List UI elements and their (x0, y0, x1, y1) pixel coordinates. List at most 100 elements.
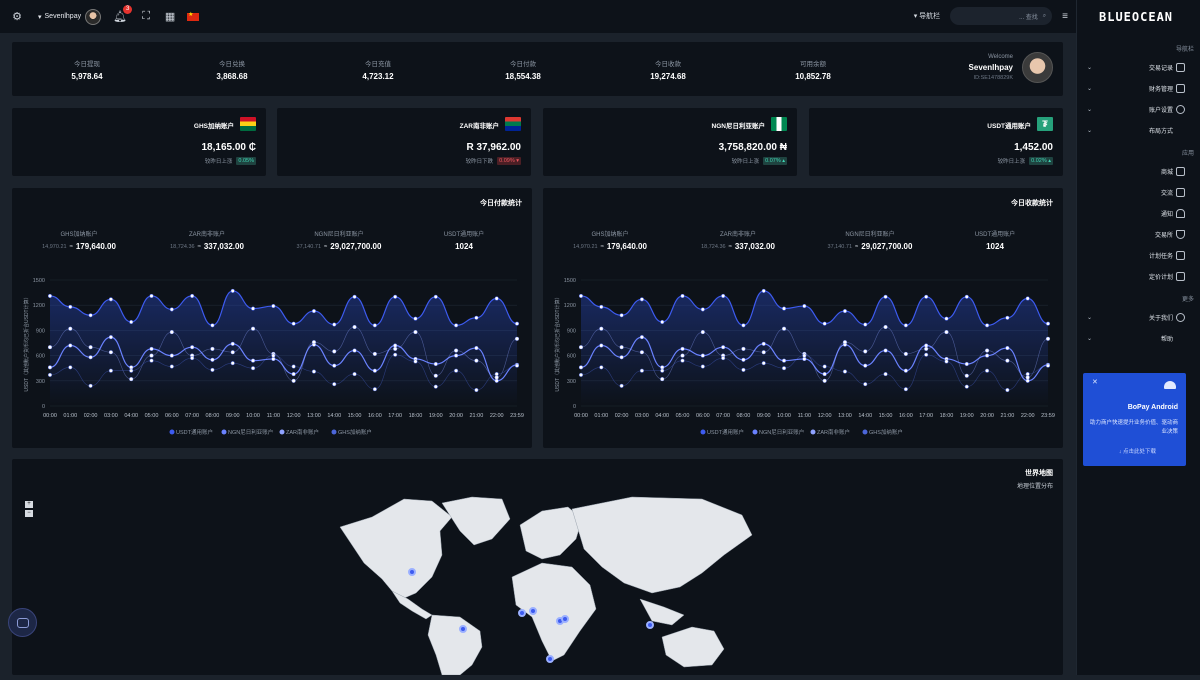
fullscreen-icon[interactable]: ⛶ (142, 10, 150, 22)
data-point (944, 316, 949, 321)
account-card-ghs[interactable]: GHS加纳账户 18,165.00 ₵ 较昨日上涨 0.05% (12, 108, 266, 176)
data-point (1005, 345, 1010, 351)
data-point (761, 341, 766, 346)
hamburger-menu-icon[interactable]: ≡ (1062, 10, 1068, 22)
data-point (903, 387, 908, 392)
stat-receipt: 今日收款 19,274.68 (650, 61, 686, 81)
series-line (580, 336, 1049, 382)
data-point (903, 351, 908, 356)
account-card-ngn[interactable]: NGN尼日利亚账户 3,758,820.00 ₦ 较昨日上涨 0.07% ▴ (543, 108, 797, 176)
user-avatar[interactable] (1022, 52, 1053, 83)
series-line (49, 326, 518, 382)
data-point (639, 335, 644, 340)
nav-toggle[interactable]: ▾ 导航栏 (913, 13, 941, 20)
sidebar-item-exchange[interactable]: 交易所 (1077, 227, 1200, 241)
stat-payment: 今日付款 18,554.38 (505, 61, 541, 81)
south-africa-flag-icon (505, 117, 521, 131)
sidebar-item-finance[interactable]: ⌄ 财务管理 (1077, 81, 1200, 95)
chat-button[interactable] (8, 608, 37, 637)
map-marker (518, 609, 526, 617)
data-point (47, 365, 53, 370)
data-point (413, 330, 418, 335)
bell-icon[interactable]: 🔔︎ 3 (113, 4, 133, 24)
account-card-zar[interactable]: ZAR南非账户 R 37,962.00 较昨日下跌 0.09% ▾ (277, 108, 531, 176)
data-point (149, 353, 154, 358)
legend-item: ZAR南非账户 (279, 428, 319, 436)
sidebar-item-notifications[interactable]: 通知 (1077, 206, 1200, 220)
x-tick-label: 00:00 (43, 413, 57, 419)
sidebar-item-transactions[interactable]: ⌄ 交易记录 (1077, 60, 1200, 74)
data-point (924, 352, 929, 357)
data-point (108, 368, 113, 373)
x-tick-label: 11:00 (267, 413, 280, 419)
data-point (88, 313, 93, 318)
x-tick-label: 07:00 (716, 413, 730, 419)
data-point (842, 369, 848, 374)
ghana-flag-icon (240, 117, 256, 131)
x-tick-label: 21:00 (470, 413, 484, 419)
sidebar-item-account-settings[interactable]: ⌄ 账户设置 (1077, 102, 1200, 116)
china-flag-icon[interactable] (187, 11, 200, 21)
data-point (660, 368, 665, 373)
download-link[interactable]: ↓ 点击此处下载 (1118, 449, 1156, 455)
sidebar-item-chat[interactable]: 交流 (1077, 185, 1200, 199)
zoom-in-button[interactable]: + (25, 501, 33, 508)
data-point (190, 345, 195, 350)
data-point (372, 368, 377, 373)
data-point (332, 349, 337, 354)
account-card-usdt[interactable]: USDT通用账户 ₮ 1,452.00 较昨日上涨 0.02% ▴ (809, 108, 1063, 176)
data-point (721, 356, 726, 361)
sidebar-item-mall[interactable]: 商城 (1077, 164, 1200, 178)
data-point (924, 294, 929, 299)
sidebar-item-scheduled-tasks[interactable]: 计划任务 (1077, 248, 1200, 262)
data-point (210, 367, 215, 372)
user-menu[interactable]: ▾ Sevenlhpay (38, 8, 102, 25)
sidebar-item-help[interactable]: ⌄ 帮助 (1087, 335, 1173, 343)
data-point (47, 372, 53, 377)
data-point (393, 343, 398, 348)
x-tick-label: 16:00 (368, 413, 382, 419)
sidebar-item-pricing[interactable]: 定价计划 (1077, 269, 1200, 283)
data-point (190, 293, 195, 299)
data-point (210, 346, 215, 351)
top-bar: ⚙ ▾ Sevenlhpay 🔔︎3 ⛶ ▦ ▾ 导航栏 ... 查找⌕ ≡ (0, 0, 1076, 33)
data-point (1005, 358, 1010, 363)
data-point (433, 373, 438, 378)
x-tick-label: 18:00 (940, 413, 954, 419)
sidebar-item-about[interactable]: ⌄ 关于我们 (1077, 310, 1200, 324)
data-point (311, 309, 317, 314)
y-tick-label: 1200 (33, 303, 45, 309)
data-point (433, 384, 438, 389)
brand-logo[interactable]: BLUEOCEAN (1099, 10, 1174, 24)
data-point (68, 326, 73, 331)
data-point (863, 363, 868, 368)
data-point (924, 343, 929, 348)
data-point (514, 321, 520, 326)
data-point (433, 361, 438, 367)
zoom-out-button[interactable]: − (25, 510, 33, 517)
data-point (660, 319, 665, 325)
y-tick-label: 300 (567, 379, 576, 385)
qr-icon[interactable]: ▦ (164, 11, 176, 23)
series-line (580, 326, 1049, 382)
welcome-block: Welcome Sevenlhpay ID:SE1478829K (968, 54, 1013, 81)
data-point (985, 368, 990, 373)
search-input[interactable]: ... 查找 ⌕ (950, 7, 1053, 25)
legend-label: USDT通用账户 (176, 428, 213, 436)
x-tick-label: 15:00 (348, 413, 362, 419)
data-point (863, 349, 868, 354)
data-point (68, 304, 73, 309)
map-marker (646, 621, 654, 629)
close-icon[interactable]: ✕ (1092, 379, 1098, 386)
x-tick-label: 18:00 (409, 413, 423, 419)
sidebar-item-layout[interactable]: ⌄ 布局方式 (1087, 127, 1173, 135)
sidebar-section-head: 导航栏 (1175, 47, 1194, 53)
data-point (250, 366, 256, 371)
x-tick-label: 10:00 (246, 413, 260, 419)
shield-icon (1176, 229, 1185, 239)
data-point (822, 364, 827, 369)
legend-marker (752, 429, 758, 435)
data-point (108, 335, 113, 340)
gear-icon[interactable]: ⚙ (12, 11, 22, 23)
x-tick-label: 06:00 (165, 413, 179, 419)
